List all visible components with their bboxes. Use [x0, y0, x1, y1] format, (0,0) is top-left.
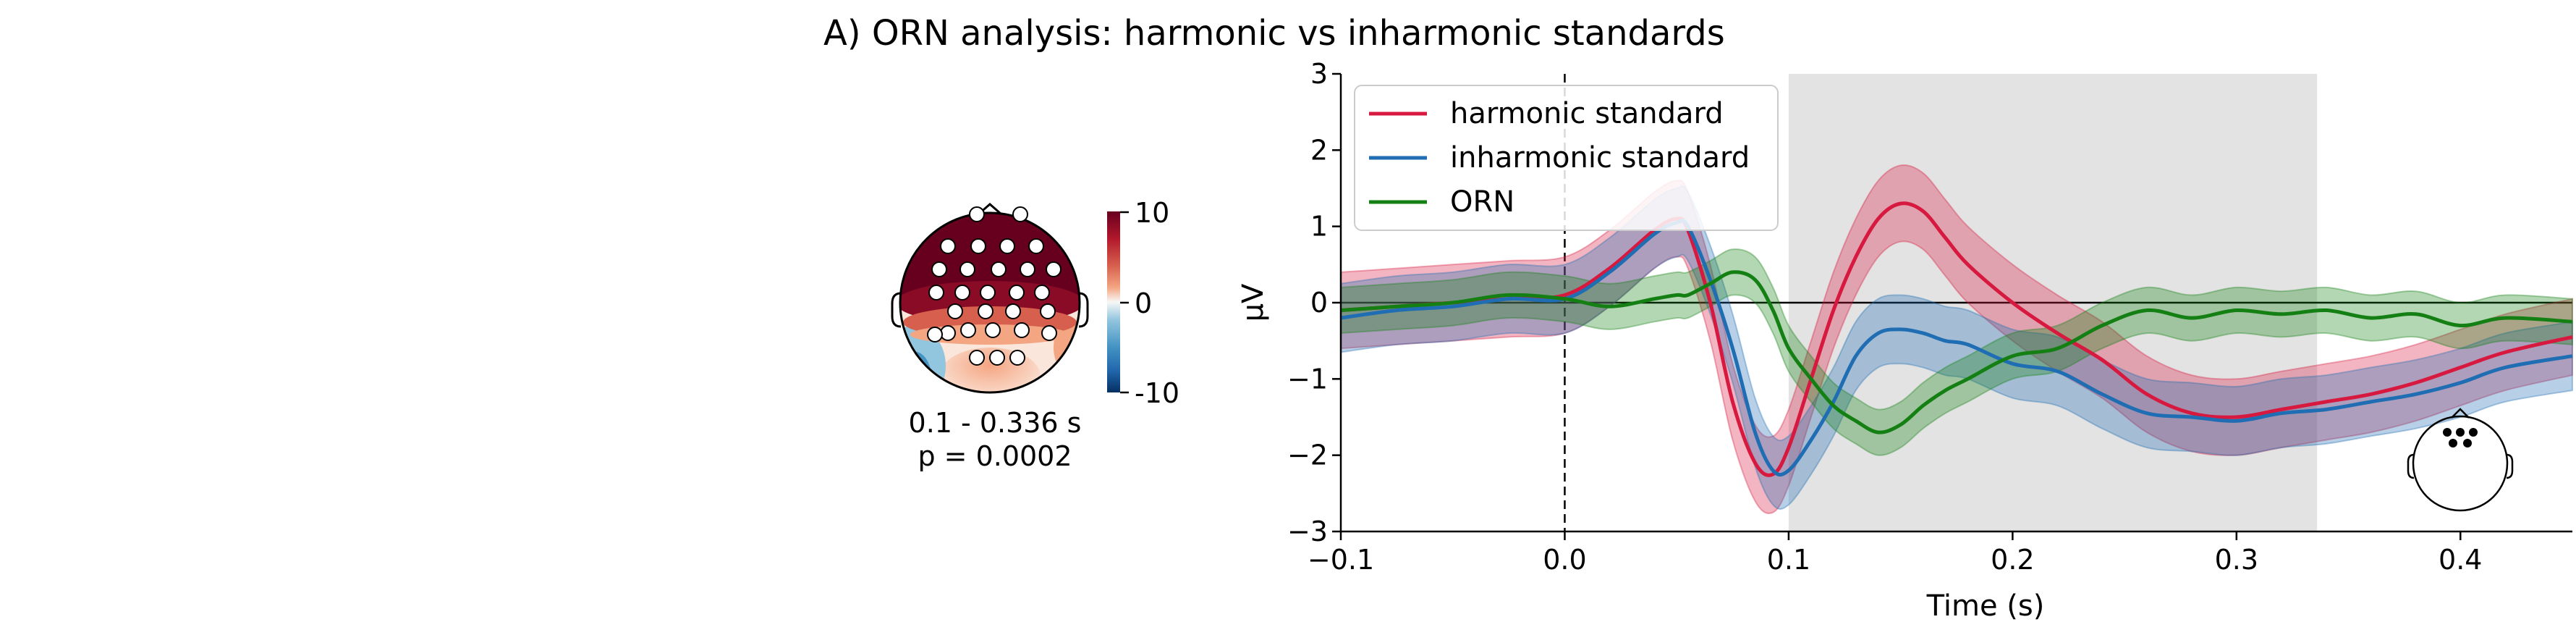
legend-label-0: harmonic standard: [1450, 97, 1724, 130]
y-tick-label: 2: [1310, 134, 1328, 166]
sensor-marker: [978, 303, 993, 319]
x-tick-label: 0.1: [1767, 544, 1810, 576]
sensor-marker: [954, 285, 970, 301]
sensor-markers: [927, 206, 1062, 366]
sensor-marker: [969, 350, 985, 366]
sensor-marker: [1040, 303, 1056, 319]
sensor-marker: [1041, 325, 1057, 341]
series-line-0: [1340, 201, 2573, 477]
y-tick-label: −3: [1287, 516, 1328, 547]
y-tick-label: −1: [1287, 363, 1328, 395]
sensor-marker: [989, 350, 1005, 366]
sensor-location-inset: [2407, 408, 2514, 512]
legend-box: [1354, 85, 1779, 231]
colorbar: [1107, 211, 1120, 392]
y-tick-label: −2: [1287, 440, 1328, 471]
x-tick-label: 0.4: [2439, 544, 2482, 576]
sensor-marker: [1009, 285, 1025, 301]
sensor-marker: [928, 285, 944, 301]
sensor-marker: [947, 303, 963, 319]
colorbar-tick-bottom: -10: [1135, 377, 1179, 409]
sensor-marker: [1012, 206, 1028, 222]
legend-label-1: inharmonic standard: [1450, 141, 1750, 175]
sensor-marker: [940, 238, 956, 254]
sensor-marker: [1028, 238, 1044, 254]
y-tick-label: 0: [1310, 287, 1328, 319]
sensor-marker: [1014, 322, 1030, 338]
sensor-marker: [1020, 261, 1035, 277]
x-axis-label: Time (s): [1926, 589, 2045, 623]
sensor-marker: [1046, 261, 1062, 277]
x-tick-label: 0.2: [1991, 544, 2034, 576]
right-ear: [1078, 292, 1089, 328]
x-tick-label: 0.3: [2215, 544, 2258, 576]
sensor-marker: [970, 238, 986, 254]
legend-label-2: ORN: [1450, 185, 1514, 219]
sensor-marker: [980, 285, 996, 301]
topomap-time-window: 0.1 - 0.336 s: [908, 407, 1082, 439]
topomap-p-value: p = 0.0002: [918, 440, 1072, 472]
y-tick-label: 1: [1310, 211, 1328, 243]
colorbar-tick-top: 10: [1135, 197, 1169, 229]
series-line-1: [1340, 218, 2573, 477]
y-tick-label: 3: [1310, 58, 1328, 90]
series-line-2: [1340, 270, 2573, 434]
left-ear: [891, 292, 902, 328]
sensor-marker: [960, 322, 976, 338]
sensor-marker: [985, 322, 1001, 338]
head-outline: [899, 211, 1081, 394]
y-axis-label: µV: [1237, 283, 1270, 322]
sensor-marker: [1009, 350, 1025, 366]
sensor-marker: [969, 206, 985, 222]
sensor-marker: [1005, 303, 1021, 319]
sensor-marker: [959, 261, 975, 277]
sensor-marker: [1034, 285, 1050, 301]
figure-title: A) ORN analysis: harmonic vs inharmonic …: [823, 13, 1725, 54]
sensor-marker: [931, 261, 947, 277]
sensor-marker: [927, 327, 943, 342]
sensor-marker: [991, 261, 1007, 277]
x-tick-label: −0.1: [1308, 544, 1374, 576]
sensor-marker: [999, 238, 1015, 254]
x-tick-label: 0.0: [1543, 544, 1586, 576]
colorbar-tick-mid: 0: [1135, 287, 1152, 319]
